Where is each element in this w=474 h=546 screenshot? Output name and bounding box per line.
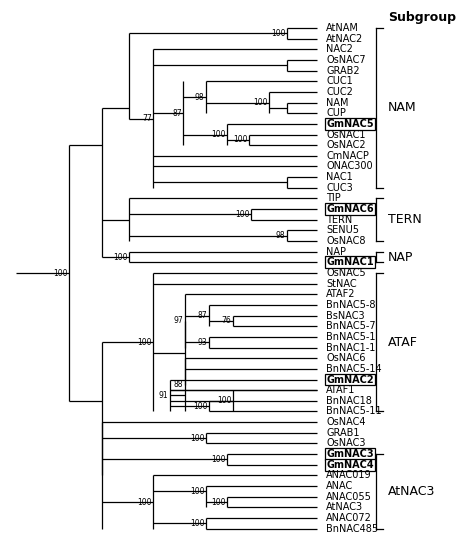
Text: BnNAC5-8: BnNAC5-8 [326,300,375,310]
Text: OsNAC8: OsNAC8 [326,236,365,246]
Text: OsNAC1: OsNAC1 [326,129,365,140]
Text: ANAC019: ANAC019 [326,470,372,480]
Text: 100: 100 [211,455,225,464]
Text: 100: 100 [137,338,152,347]
Text: 100: 100 [193,402,207,411]
Text: GmNAC6: GmNAC6 [326,204,374,214]
Text: ATAF: ATAF [388,336,418,349]
Text: BsNAC3: BsNAC3 [326,311,365,321]
Text: 100: 100 [211,497,225,507]
Text: 100: 100 [271,29,285,38]
Text: BnNAC18: BnNAC18 [326,396,372,406]
Text: CmNACP: CmNACP [326,151,369,161]
Text: BnNAC5-11: BnNAC5-11 [326,406,382,417]
Text: AtNAC2: AtNAC2 [326,34,364,44]
Text: Subgroup: Subgroup [388,11,456,24]
Text: GmNAC4: GmNAC4 [326,460,374,470]
Text: 97: 97 [173,317,183,325]
Text: 87: 87 [172,109,182,118]
Text: 93: 93 [198,338,207,347]
Text: BnNAC1-1: BnNAC1-1 [326,342,375,353]
Text: 98: 98 [276,231,285,240]
Text: OsNAC7: OsNAC7 [326,55,366,65]
Text: GmNAC3: GmNAC3 [326,449,374,459]
Text: TERN: TERN [326,215,352,225]
Text: GRAB2: GRAB2 [326,66,360,76]
Text: OsNAC4: OsNAC4 [326,417,365,427]
Text: 100: 100 [235,210,249,219]
Text: 100: 100 [217,396,231,405]
Text: SENU5: SENU5 [326,225,359,235]
Text: 100: 100 [190,519,204,528]
Text: CUP: CUP [326,108,346,118]
Text: OsNAC6: OsNAC6 [326,353,365,363]
Text: ANAC055: ANAC055 [326,492,372,502]
Text: 100: 100 [190,434,204,443]
Text: 100: 100 [137,497,152,507]
Text: 76: 76 [222,317,231,325]
Text: BnNAC485: BnNAC485 [326,524,378,533]
Text: 100: 100 [53,269,67,277]
Text: GmNAC5: GmNAC5 [326,119,374,129]
Text: NAP: NAP [388,251,413,264]
Text: BnNAC5-7: BnNAC5-7 [326,321,376,331]
Text: 88: 88 [174,381,183,389]
Text: GmNAC1: GmNAC1 [326,257,374,268]
Text: NAC2: NAC2 [326,44,353,54]
Text: 100: 100 [113,252,128,262]
Text: 87: 87 [198,311,207,320]
Text: NAC1: NAC1 [326,172,353,182]
Text: TIP: TIP [326,193,341,204]
Text: GmNAC2: GmNAC2 [326,375,374,384]
Text: ANAC072: ANAC072 [326,513,372,523]
Text: 100: 100 [190,487,204,496]
Text: 91: 91 [159,391,168,400]
Text: BnNAC5-1: BnNAC5-1 [326,332,375,342]
Text: AtNAC3: AtNAC3 [388,485,435,498]
Text: 100: 100 [211,130,225,139]
Text: OsNAC5: OsNAC5 [326,268,366,278]
Text: 100: 100 [253,98,267,107]
Text: TERN: TERN [388,213,421,226]
Text: ATAF1: ATAF1 [326,385,356,395]
Text: ANAC: ANAC [326,481,353,491]
Text: NAM: NAM [326,98,348,108]
Text: CUC1: CUC1 [326,76,353,86]
Text: GRAB1: GRAB1 [326,428,360,438]
Text: 77: 77 [142,114,152,123]
Text: ATAF2: ATAF2 [326,289,356,299]
Text: OsNAC2: OsNAC2 [326,140,366,150]
Text: CUC3: CUC3 [326,183,353,193]
Text: CUC2: CUC2 [326,87,353,97]
Text: BnNAC5-14: BnNAC5-14 [326,364,382,374]
Text: 100: 100 [233,135,248,144]
Text: 98: 98 [195,93,204,102]
Text: OsNAC3: OsNAC3 [326,438,365,448]
Text: AtNAM: AtNAM [326,23,359,33]
Text: NAP: NAP [326,247,346,257]
Text: StNAC: StNAC [326,278,357,289]
Text: ONAC300: ONAC300 [326,162,373,171]
Text: NAM: NAM [388,102,416,115]
Text: AtNAC3: AtNAC3 [326,502,363,512]
